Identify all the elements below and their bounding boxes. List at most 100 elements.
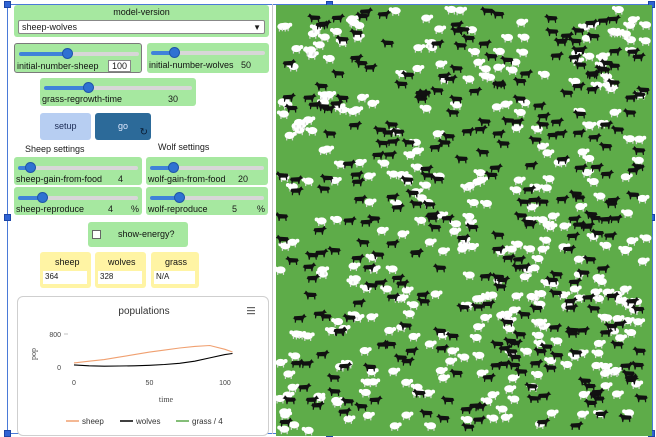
sheep-agent: [359, 347, 372, 356]
wolf-reproduce-slider[interactable]: wolf-reproduce 5 %: [146, 187, 268, 215]
monitor-label: wolves: [108, 257, 136, 267]
sheep-agent: [542, 149, 555, 158]
sheep-agent: [276, 110, 289, 120]
y-tick-label: 800: [49, 332, 61, 339]
initial-number-wolves-slider[interactable]: initial-number-wolves 50: [147, 43, 269, 73]
wolf-agent: [276, 211, 290, 221]
wolf-agent: [618, 413, 633, 423]
sheep-agent: [466, 198, 479, 208]
sheep-agent: [511, 292, 524, 301]
sheep-gain-from-food-slider[interactable]: sheep-gain-from-food 4: [14, 157, 142, 185]
menu-icon[interactable]: [247, 307, 255, 315]
initial-number-sheep-slider[interactable]: initial-number-sheep 100: [14, 43, 142, 73]
slider-thumb[interactable]: [173, 192, 185, 203]
wolf-agent: [539, 342, 554, 352]
show-energy-checkbox[interactable]: [92, 230, 101, 239]
sheep-agent: [466, 242, 479, 252]
wolf-agent: [370, 250, 386, 260]
wolf-gain-from-food-slider[interactable]: wolf-gain-from-food 20: [146, 157, 268, 185]
sheep-agent: [280, 22, 293, 32]
wolf-agent: [436, 413, 451, 423]
slider-value[interactable]: 30: [168, 94, 179, 104]
wolf-agent: [549, 350, 565, 360]
wolf-agent: [559, 88, 575, 98]
sheep-agent: [368, 378, 381, 387]
slider-thumb[interactable]: [62, 48, 73, 59]
wolf-agent: [319, 173, 335, 183]
sheep-reproduce-slider[interactable]: sheep-reproduce 4 %: [14, 187, 142, 215]
sheep-agent: [312, 41, 325, 50]
wolf-agent: [513, 211, 529, 221]
slider-thumb[interactable]: [37, 192, 48, 203]
sheep-agent: [478, 65, 491, 74]
wolf-agent: [599, 169, 615, 179]
wolf-agent: [598, 214, 614, 224]
wolf-agent: [626, 165, 641, 175]
sheep-agent: [560, 360, 573, 370]
wolf-agent: [549, 51, 565, 61]
wolf-agent: [510, 117, 525, 127]
wolf-agent: [512, 94, 527, 104]
wolf-agent: [465, 222, 480, 232]
slider-thumb[interactable]: [25, 162, 36, 173]
wolf-agent: [630, 360, 646, 370]
sheep-agent: [276, 358, 288, 368]
chart-ylabel: pop: [29, 348, 38, 360]
show-energy-switch[interactable]: show-energy?: [88, 222, 188, 247]
populations-plot[interactable]: populations pop time 0 50 100 0 800 sheep wol…: [17, 296, 269, 436]
sheep-agent: [388, 367, 401, 377]
sheep-agent: [301, 426, 314, 436]
panel-divider: [272, 4, 273, 434]
wolf-agent: [419, 408, 434, 418]
wolf-agent: [326, 373, 342, 383]
sheep-agent: [600, 314, 613, 323]
wolf-agent: [362, 362, 378, 372]
sheep-agent: [280, 411, 293, 420]
wolf-agent: [492, 282, 508, 292]
slider-value[interactable]: 5: [232, 204, 238, 214]
model-version-select[interactable]: sheep-wolves ▼: [18, 20, 265, 34]
wolf-agent: [350, 177, 366, 187]
wolf-agent: [315, 349, 330, 359]
slider-value[interactable]: 4: [108, 204, 114, 214]
wolf-agent: [289, 186, 304, 196]
wolf-agent: [460, 126, 476, 136]
slider-thumb[interactable]: [168, 47, 180, 58]
wolf-agent: [337, 407, 352, 417]
wolf-agent: [327, 245, 342, 255]
slider-value[interactable]: 100: [108, 60, 132, 72]
wolf-agent: [307, 100, 322, 110]
slider-value[interactable]: 4: [118, 174, 124, 184]
sheep-agent: [535, 318, 548, 328]
sheep-agent: [504, 245, 517, 255]
wolf-agent: [511, 255, 527, 265]
wolf-agent: [404, 346, 419, 356]
populations-chart: populations pop time 0 50 100 0 800 sheep wol…: [29, 306, 255, 426]
model-version-chooser[interactable]: model-version sheep-wolves ▼: [14, 5, 269, 37]
grass-regrowth-time-slider[interactable]: grass-regrowth-time 30: [40, 78, 196, 106]
x-tick-label: 0: [72, 380, 76, 387]
wolf-agent: [630, 304, 646, 314]
wolf-agent: [450, 26, 465, 36]
sheep-agent: [620, 246, 633, 256]
go-button[interactable]: go ↻: [95, 113, 151, 140]
wolf-agent: [335, 93, 350, 103]
sheep-agent: [621, 209, 634, 218]
world-view[interactable]: [276, 5, 652, 436]
wolf-agent: [375, 340, 391, 350]
slider-value[interactable]: 20: [238, 174, 249, 184]
x-tick-label: 100: [219, 380, 231, 387]
sheep-agent: [469, 333, 482, 343]
slider-value[interactable]: 50: [241, 60, 252, 70]
wolf-agent: [516, 197, 531, 207]
sheep-agent: [473, 58, 486, 68]
wolf-agent: [610, 125, 626, 135]
resize-handle-bl[interactable]: [4, 430, 11, 437]
resize-handle-tl[interactable]: [4, 1, 11, 8]
setup-button[interactable]: setup: [40, 113, 91, 140]
slider-thumb[interactable]: [83, 82, 95, 93]
resize-handle-ml[interactable]: [4, 214, 11, 221]
sheep-agent: [377, 159, 390, 169]
slider-thumb[interactable]: [167, 162, 179, 173]
wolf-agent: [555, 154, 571, 164]
